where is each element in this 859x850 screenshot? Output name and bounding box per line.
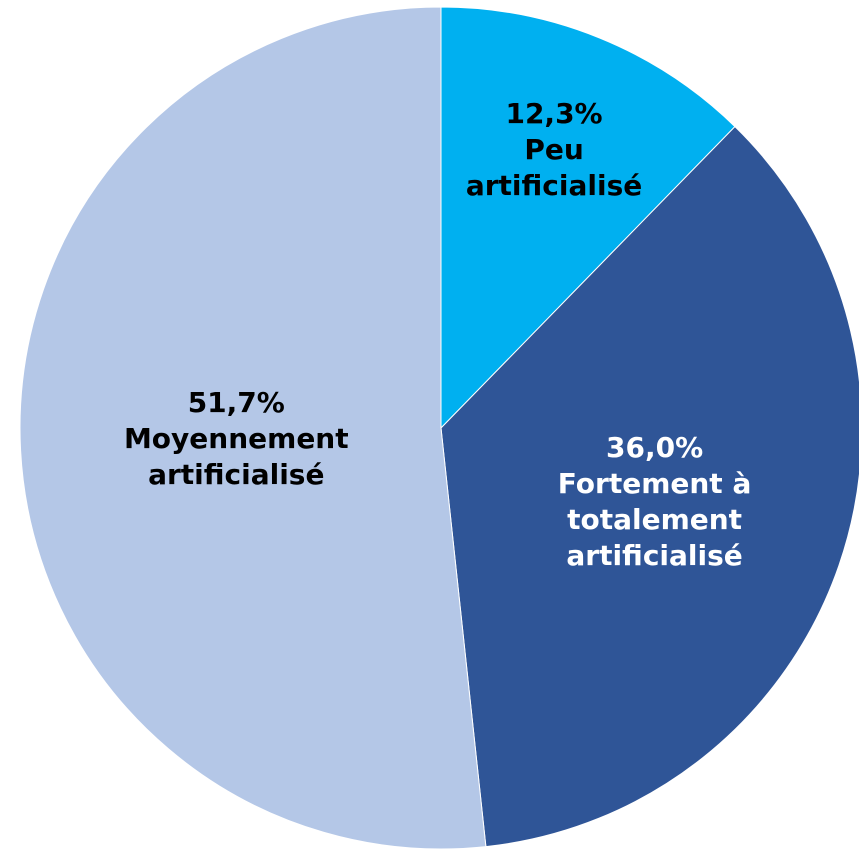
value-label: 12,3%: [505, 97, 603, 131]
category-label: Moyennement artificialisé: [123, 421, 349, 491]
value-label: 51,7%: [187, 385, 285, 419]
value-label: 36,0%: [606, 430, 704, 464]
slice-label: 51,7% Moyennement artificialisé: [99, 385, 374, 493]
pie-slice: [440, 6, 736, 430]
category-label: Peu artificialisé: [465, 133, 643, 203]
pie-slice: [19, 6, 487, 850]
category-label: Fortement à totalement artificialisé: [557, 466, 752, 572]
slice-label: 36,0% Fortement à totalement artificialis…: [537, 430, 772, 574]
pie-slice: [440, 125, 859, 848]
slice-label: 12,3% Peu artificialisé: [454, 96, 654, 204]
